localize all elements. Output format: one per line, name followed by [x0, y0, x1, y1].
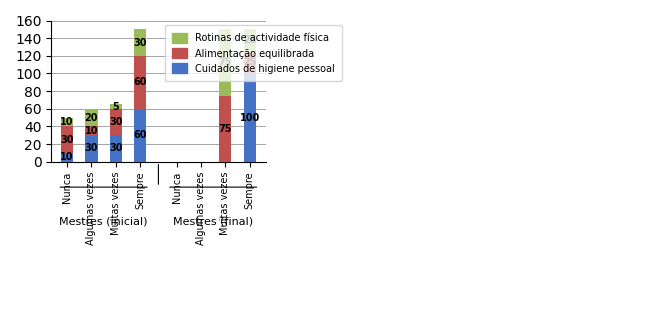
Text: 75: 75: [218, 124, 232, 134]
Text: 100: 100: [240, 113, 260, 123]
Bar: [110, 135, 122, 162]
Bar: [86, 109, 97, 126]
Text: 30: 30: [85, 143, 98, 153]
Text: 30: 30: [60, 134, 74, 145]
Text: Mestres (inicial): Mestres (inicial): [60, 216, 148, 226]
Text: 30: 30: [133, 38, 147, 48]
Bar: [219, 96, 231, 162]
Bar: [110, 104, 122, 109]
Text: 60: 60: [133, 77, 147, 87]
Bar: [134, 29, 146, 56]
Text: 60: 60: [133, 130, 147, 140]
Bar: [134, 56, 146, 109]
Legend: Rotinas de actividade física, Alimentação equilibrada, Cuidados de higiene pesso: Rotinas de actividade física, Alimentaçã…: [165, 25, 342, 82]
Text: 10: 10: [60, 152, 74, 162]
Bar: [134, 109, 146, 162]
Text: Mestres (final): Mestres (final): [173, 216, 253, 226]
Text: 10: 10: [60, 117, 74, 127]
Text: 30: 30: [109, 117, 122, 127]
Text: 5: 5: [112, 101, 119, 111]
Text: 30: 30: [109, 143, 122, 153]
Text: 75: 75: [218, 57, 232, 67]
Bar: [86, 126, 97, 135]
Bar: [61, 126, 73, 153]
Text: 25: 25: [243, 57, 257, 67]
Bar: [61, 117, 73, 126]
Text: 25: 25: [243, 35, 257, 45]
Bar: [244, 51, 256, 74]
Bar: [219, 29, 231, 96]
Bar: [244, 74, 256, 162]
Bar: [244, 29, 256, 51]
Bar: [86, 135, 97, 162]
Text: 10: 10: [85, 126, 98, 136]
Bar: [61, 153, 73, 162]
Bar: [110, 109, 122, 135]
Text: 20: 20: [85, 113, 98, 123]
